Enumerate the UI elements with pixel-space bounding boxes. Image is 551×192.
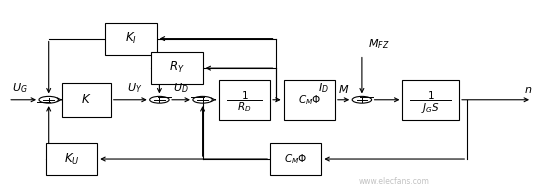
Text: $U_G$: $U_G$ — [12, 81, 28, 95]
Text: $U_Y$: $U_Y$ — [127, 81, 143, 95]
Text: $n$: $n$ — [523, 85, 532, 95]
Text: $U_D$: $U_D$ — [173, 81, 189, 95]
Circle shape — [352, 96, 371, 103]
Bar — [62, 83, 111, 117]
Text: $M$: $M$ — [338, 83, 349, 95]
Text: www.elecfans.com: www.elecfans.com — [359, 177, 430, 186]
Text: $C_M\Phi$: $C_M\Phi$ — [284, 152, 307, 166]
Circle shape — [193, 96, 212, 103]
Bar — [284, 80, 335, 119]
Text: $J_G S$: $J_G S$ — [422, 101, 440, 115]
Circle shape — [150, 96, 169, 103]
Bar — [219, 80, 270, 119]
Text: $K_I$: $K_I$ — [125, 31, 137, 46]
Text: $R_Y$: $R_Y$ — [169, 60, 185, 75]
Text: $1$: $1$ — [427, 89, 435, 101]
Bar — [105, 23, 156, 55]
Text: $C_M\Phi$: $C_M\Phi$ — [298, 93, 321, 107]
Text: $K_U$: $K_U$ — [64, 151, 79, 167]
Circle shape — [39, 96, 58, 103]
Bar — [152, 52, 203, 84]
Bar — [46, 143, 98, 175]
Bar — [270, 143, 321, 175]
Text: $1$: $1$ — [241, 89, 249, 101]
Text: $I_D$: $I_D$ — [318, 81, 329, 95]
Text: $R_D$: $R_D$ — [237, 100, 252, 114]
Bar — [402, 80, 459, 119]
Text: $M_{FZ}$: $M_{FZ}$ — [369, 37, 390, 51]
Text: $K$: $K$ — [81, 93, 92, 106]
